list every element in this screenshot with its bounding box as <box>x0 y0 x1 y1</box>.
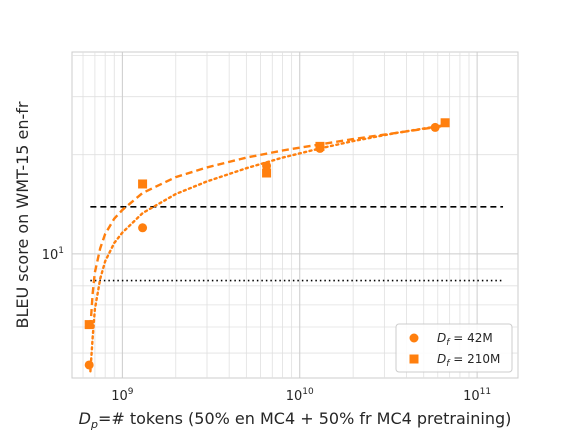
x-tick-label: 109 <box>111 387 134 404</box>
legend-marker-circle <box>409 333 419 343</box>
data-point-square <box>262 168 272 178</box>
data-point-circle <box>262 161 272 171</box>
reference-lines <box>90 205 504 282</box>
major-gridlines <box>72 52 518 378</box>
fit-line-dashed <box>89 124 446 328</box>
data-point-circle <box>138 223 148 233</box>
fit-lines <box>89 123 449 373</box>
data-point-square <box>84 320 94 330</box>
data-points <box>84 118 450 370</box>
x-tick-labels: 109 1010 1011 <box>111 387 491 404</box>
x-axis-label: Dp=# tokens (50% en MC4 + 50% fr MC4 pre… <box>79 409 512 431</box>
minor-gridlines <box>72 52 518 378</box>
legend-box <box>395 323 513 373</box>
y-axis-label: BLEU score on WMT-15 en-fr <box>13 101 32 328</box>
x-tick-label: 1010 <box>286 387 314 404</box>
data-point-circle <box>84 360 94 370</box>
y-tick-label: 101 <box>42 246 64 263</box>
legend-marker-square <box>409 354 419 364</box>
fit-line-dotted <box>89 123 449 373</box>
data-point-square <box>440 118 450 128</box>
legend: Df = 42M Df = 210M <box>395 323 513 373</box>
data-point-square <box>315 141 325 151</box>
x-tick-label: 1011 <box>463 387 491 404</box>
data-point-circle <box>430 122 440 132</box>
data-point-square <box>138 179 148 189</box>
legend-entry-label: Df = 210M <box>437 352 500 369</box>
y-tick-labels: 101 <box>42 246 64 263</box>
legend-entry-label: Df = 42M <box>437 331 493 348</box>
